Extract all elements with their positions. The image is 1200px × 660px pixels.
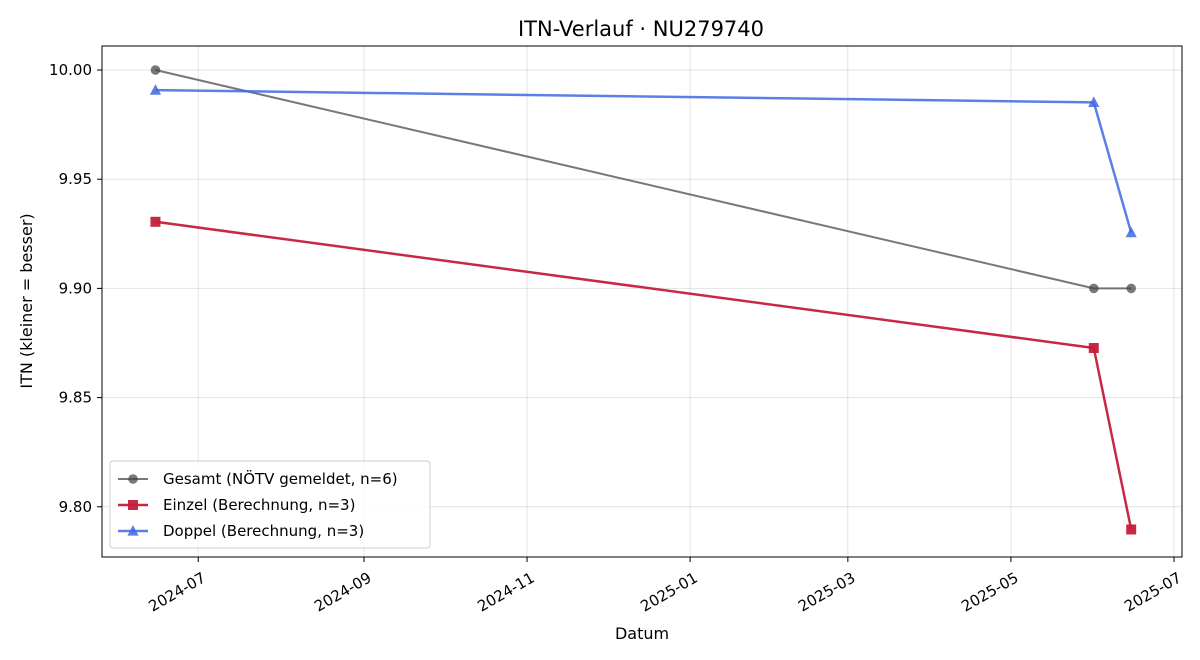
y-tick-label: 9.85: [59, 389, 92, 407]
data-point: [1088, 343, 1099, 354]
y-tick-label: 10.00: [49, 61, 92, 79]
legend-item: Einzel (Berechnung, n=3): [118, 496, 355, 514]
legend-item: Gesamt (NÖTV gemeldet, n=6): [118, 469, 398, 488]
y-axis: 9.80 9.85 9.90 9.95 10.00: [49, 61, 102, 516]
legend-label: Gesamt (NÖTV gemeldet, n=6): [163, 469, 398, 488]
legend-swatch-marker: [128, 474, 138, 484]
data-point: [1126, 524, 1137, 535]
legend-box: [109, 460, 431, 549]
data-point: [1126, 283, 1137, 294]
data-point: [150, 65, 161, 75]
data-point: [149, 84, 162, 95]
legend-item: Doppel (Berechnung, n=3): [118, 522, 364, 540]
data-point: [1088, 96, 1100, 107]
legend: Gesamt (NÖTV gemeldet, n=6) Einzel (Berec…: [109, 460, 431, 549]
y-tick-label: 9.90: [59, 279, 92, 297]
y-tick-label: 9.80: [59, 498, 92, 516]
y-axis-label: ITN (kleiner = besser): [17, 213, 36, 388]
legend-label: Doppel (Berechnung, n=3): [163, 522, 364, 540]
series-1: [150, 65, 1137, 294]
x-axis-label: Datum: [615, 624, 669, 643]
data-point: [1125, 226, 1137, 238]
y-tick-label: 9.95: [59, 170, 92, 188]
series-layer: [149, 65, 1137, 535]
series-3: [149, 84, 1137, 238]
chart-title: ITN-Verlauf · NU279740: [518, 17, 764, 41]
grid-lines: [102, 46, 1182, 557]
legend-swatch-marker: [128, 500, 138, 510]
legend-label: Einzel (Berechnung, n=3): [163, 496, 355, 514]
data-point: [1088, 283, 1099, 294]
plot-frame: [101, 45, 1183, 558]
legend-swatch-marker: [127, 525, 139, 536]
data-point: [150, 216, 161, 227]
series-2: [150, 216, 1137, 535]
